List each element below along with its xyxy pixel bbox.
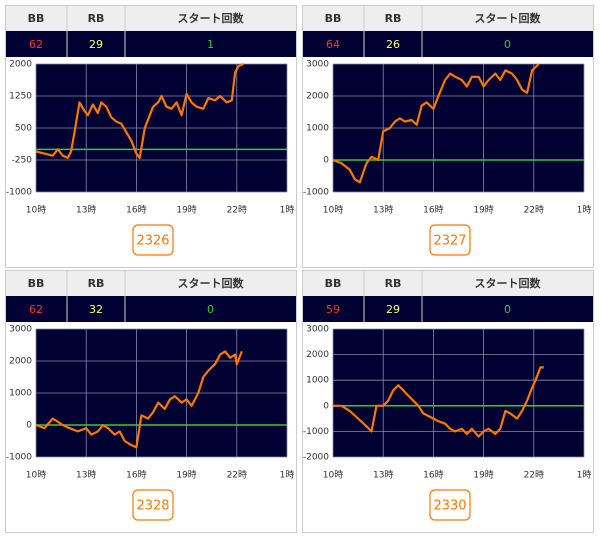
x-tick-label: 22時 (524, 470, 544, 481)
data-line (35, 62, 244, 159)
x-tick-label: 16時 (126, 470, 146, 481)
machine-button[interactable] (132, 224, 174, 256)
table-header (303, 271, 593, 296)
table-header (303, 6, 593, 31)
table-cell: 26 (386, 38, 400, 51)
table-header-cell: スタート回数 (178, 11, 245, 25)
data-line (35, 350, 243, 449)
y-tick-label: -1000 (6, 188, 32, 198)
table-cell: 32 (89, 303, 103, 316)
table-header-cell: RB (385, 12, 402, 25)
table-cell: 29 (89, 38, 103, 51)
table-row (303, 296, 593, 322)
table-row (6, 296, 296, 322)
machine-button[interactable] (429, 489, 471, 521)
y-tick-label: 2000 (306, 92, 329, 102)
x-tick-label: 10時 (26, 470, 46, 481)
x-tick-label: 16時 (126, 205, 146, 216)
table-header-cell: BB (28, 12, 45, 25)
y-tick-label: 1000 (306, 376, 329, 386)
x-tick-label: 1時 (280, 205, 295, 216)
y-tick-label: 0 (26, 421, 32, 431)
y-tick-label: 2000 (9, 60, 32, 70)
table-cell: 64 (326, 38, 340, 51)
machine-button-label[interactable]: 2326 (136, 234, 169, 249)
machine-button-label[interactable]: 2330 (433, 499, 466, 514)
x-tick-label: 10時 (323, 205, 343, 216)
x-tick-label: 13時 (76, 205, 96, 216)
table-cell: 62 (29, 303, 43, 316)
x-tick-label: 16時 (423, 470, 443, 481)
x-tick-label: 22時 (227, 205, 247, 216)
machine-button[interactable] (132, 489, 174, 521)
table-header-cell: RB (88, 12, 105, 25)
x-tick-label: 16時 (423, 205, 443, 216)
table-cell: 29 (386, 303, 400, 316)
data-line (332, 63, 540, 184)
x-tick-label: 19時 (176, 470, 196, 481)
table-header-cell: RB (88, 277, 105, 290)
x-tick-label: 10時 (323, 470, 343, 481)
table-cell: 0 (504, 303, 511, 316)
y-tick-label: -1000 (303, 427, 329, 437)
machine-button[interactable] (429, 224, 471, 256)
table-cell: 1 (207, 38, 214, 51)
table-cell: 0 (504, 38, 511, 51)
table-cell: 62 (29, 38, 43, 51)
y-tick-label: -1000 (6, 453, 32, 463)
x-tick-label: 13時 (76, 470, 96, 481)
table-header (6, 271, 296, 296)
y-tick-label: 3000 (9, 325, 32, 335)
table-header-cell: BB (325, 277, 342, 290)
y-tick-label: 500 (15, 124, 32, 134)
table-cell: 59 (326, 303, 340, 316)
table-row (303, 31, 593, 57)
x-tick-label: 19時 (473, 205, 493, 216)
x-tick-label: 13時 (373, 205, 393, 216)
table-header-cell: スタート回数 (178, 276, 245, 290)
plot-area (333, 329, 584, 457)
y-tick-label: 1000 (9, 389, 32, 399)
table-header-cell: RB (385, 277, 402, 290)
x-tick-label: 22時 (524, 205, 544, 216)
x-tick-label: 1時 (577, 205, 592, 216)
y-tick-label: -250 (12, 156, 33, 166)
table-cell: 0 (207, 303, 214, 316)
data-line (333, 366, 544, 438)
y-tick-label: 2000 (9, 357, 32, 367)
table-header-cell: BB (325, 12, 342, 25)
x-tick-label: 1時 (280, 470, 295, 481)
y-tick-label: -1000 (303, 188, 329, 198)
machine-button-label[interactable]: 2327 (433, 234, 466, 249)
table-header-cell: スタート回数 (475, 11, 542, 25)
x-tick-label: 1時 (577, 470, 592, 481)
table-row (6, 31, 296, 57)
y-tick-label: 3000 (306, 60, 329, 70)
x-tick-label: 19時 (473, 470, 493, 481)
table-header-cell: スタート回数 (475, 276, 542, 290)
y-tick-label: 1250 (9, 92, 32, 102)
y-tick-label: -2000 (303, 453, 329, 463)
machine-button-label[interactable]: 2328 (136, 499, 169, 514)
y-tick-label: 3000 (306, 325, 329, 335)
x-tick-label: 13時 (373, 470, 393, 481)
x-tick-label: 19時 (176, 205, 196, 216)
y-tick-label: 1000 (306, 124, 329, 134)
y-tick-label: 2000 (306, 350, 329, 360)
x-tick-label: 10時 (26, 205, 46, 216)
y-tick-label: 0 (323, 401, 329, 411)
y-tick-label: 0 (323, 156, 329, 166)
table-header (6, 6, 296, 31)
table-header-cell: BB (28, 277, 45, 290)
x-tick-label: 22時 (227, 470, 247, 481)
